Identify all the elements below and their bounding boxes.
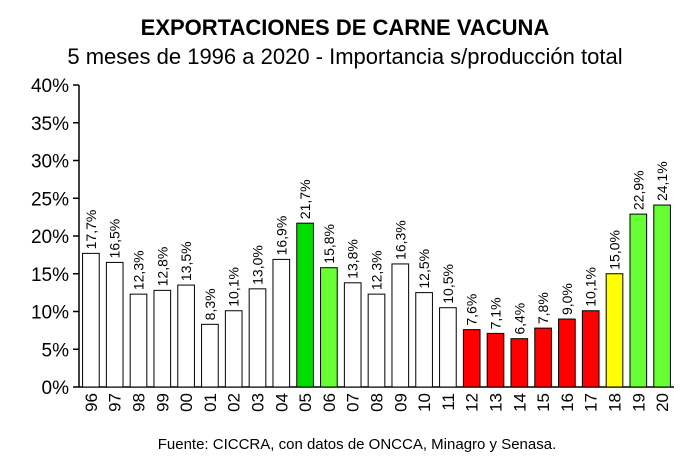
bar	[462, 329, 481, 388]
bar	[534, 327, 552, 388]
x-tick-label: 15	[534, 393, 553, 412]
chart-title: EXPORTACIONES DE CARNE VACUNA	[141, 15, 550, 40]
x-tick-labels-group: 96 97 98 99 00 01 02 03 04 05 06 07 08 09 10 11 12 13 14 15…	[82, 393, 672, 412]
y-tick-label: 30%	[31, 152, 69, 173]
chart-source: Fuente: CICCRA, con datos de ONCCA, Mina…	[158, 436, 557, 453]
y-tick-label: 5%	[42, 340, 70, 361]
data-label: 16,3%	[392, 220, 408, 260]
x-tick-label: 96	[82, 393, 101, 412]
chart-subtitle: 5 meses de 1996 a 2020 - Importancia s/p…	[67, 44, 622, 69]
y-tick-labels-group: 0% 5% 10% 15% 20% 25% 30% 35% 40%	[31, 76, 69, 399]
data-label: 15,8%	[321, 224, 337, 264]
bar	[82, 252, 100, 388]
data-label: 13,5%	[178, 241, 194, 281]
data-label: 21,7%	[297, 179, 313, 219]
bar	[605, 273, 624, 388]
x-tick-label: 17	[582, 393, 601, 412]
data-label: 7,8%	[535, 292, 551, 324]
bars-group	[82, 204, 671, 388]
data-labels-group: 17,7% 16,5% 12,3% 12,8% 13,5% 8,3% 10,1% 13,0% 1…	[83, 161, 670, 334]
data-label: 15,0%	[607, 230, 623, 270]
data-label: 13,8%	[345, 239, 361, 279]
bar	[486, 332, 505, 388]
bar	[177, 284, 195, 388]
y-tick-label: 35%	[31, 114, 69, 135]
data-label: 12,5%	[416, 249, 432, 289]
data-label: 10,5%	[440, 264, 456, 304]
x-tick-label: 10	[415, 393, 434, 412]
x-tick-label: 09	[391, 393, 410, 412]
bar	[272, 258, 291, 388]
bar	[367, 293, 386, 388]
x-tick-label: 04	[272, 393, 291, 412]
data-label: 16,5%	[107, 219, 123, 259]
x-tick-label: 02	[225, 393, 244, 412]
bar	[224, 310, 243, 388]
bar	[153, 289, 172, 388]
bar	[439, 307, 457, 388]
data-label: 10,1%	[226, 267, 242, 307]
bar	[510, 338, 529, 388]
bar	[391, 263, 410, 388]
data-label: 10,1%	[583, 267, 599, 307]
x-tick-label: 07	[344, 393, 363, 412]
bar	[558, 318, 576, 388]
x-tick-label: 14	[510, 393, 529, 412]
data-label: 7,6%	[464, 294, 480, 326]
x-tick-label: 03	[249, 393, 268, 412]
x-tick-label: 19	[629, 393, 648, 412]
x-tick-label: 01	[201, 393, 220, 412]
data-label: 16,9%	[273, 216, 289, 256]
bar	[105, 261, 124, 388]
bar	[581, 310, 600, 388]
data-label: 24,1%	[654, 161, 670, 201]
x-tick-label: 16	[558, 393, 577, 412]
bar	[343, 282, 362, 388]
bar	[296, 222, 314, 388]
x-tick-label: 20	[653, 393, 672, 412]
bar	[653, 204, 671, 388]
x-tick-label: 12	[463, 393, 482, 412]
bar	[415, 292, 433, 388]
x-tick-label: 06	[320, 393, 339, 412]
y-tick-label: 20%	[31, 227, 69, 248]
x-tick-label: 18	[606, 393, 625, 412]
y-tick-label: 25%	[31, 189, 69, 210]
bar	[629, 213, 648, 388]
data-label: 17,7%	[83, 210, 99, 250]
data-label: 12,8%	[154, 247, 170, 287]
x-tick-label: 05	[296, 393, 315, 412]
data-label: 12,3%	[369, 250, 385, 290]
bar	[320, 267, 338, 388]
x-tick-label: 13	[487, 393, 506, 412]
bar	[248, 288, 267, 388]
data-label: 13,0%	[250, 245, 266, 285]
data-label: 8,3%	[202, 288, 218, 320]
x-tick-label: 00	[177, 393, 196, 412]
x-tick-label: 97	[106, 393, 125, 412]
bar	[201, 323, 219, 388]
data-label: 6,4%	[511, 303, 527, 335]
y-tick-label: 40%	[31, 76, 69, 97]
bar	[129, 293, 148, 388]
x-tick-label: 98	[130, 393, 149, 412]
data-label: 7,1%	[488, 297, 504, 329]
y-tick-label: 0%	[42, 378, 70, 399]
data-label: 9,0%	[559, 283, 575, 315]
x-tick-label: 08	[368, 393, 387, 412]
y-tick-label: 15%	[31, 265, 69, 286]
data-label: 12,3%	[131, 250, 147, 290]
x-tick-label: 99	[153, 393, 172, 412]
x-tick-label: 11	[439, 393, 458, 411]
y-tick-label: 10%	[31, 303, 69, 324]
data-label: 22,9%	[630, 170, 646, 210]
